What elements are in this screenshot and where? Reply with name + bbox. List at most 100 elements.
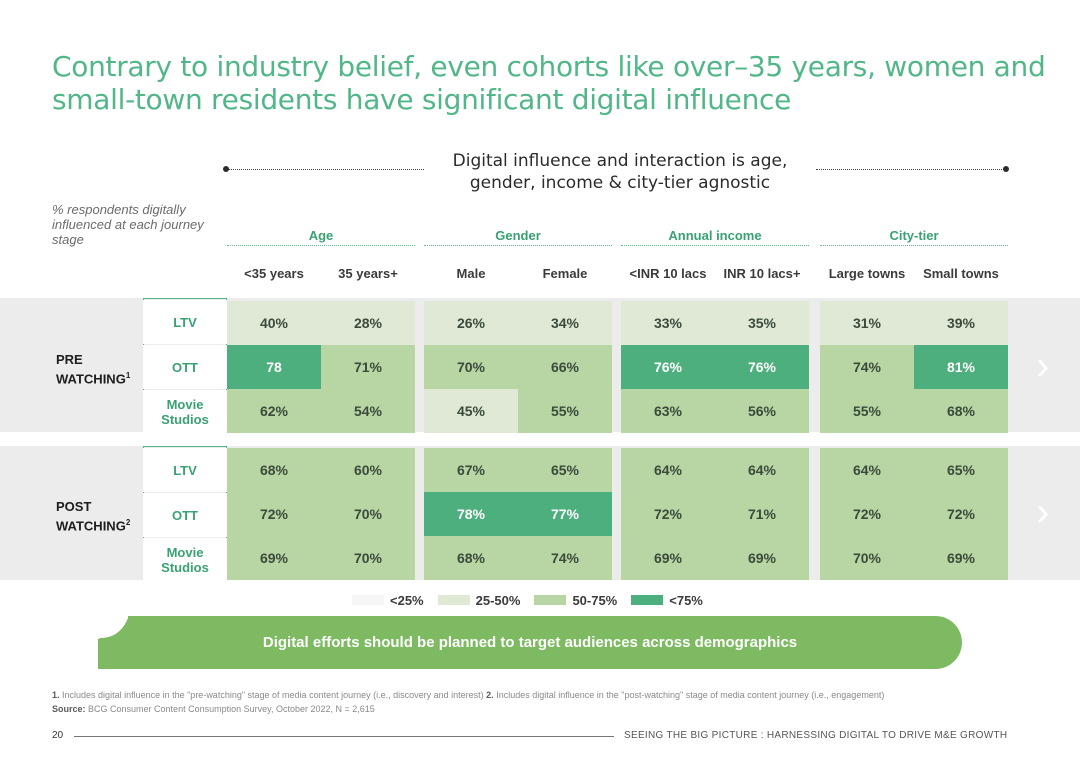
heatmap-cell: 76%	[715, 345, 809, 389]
heatmap-cell: 28%	[321, 301, 415, 345]
heatmap-cell: 45%	[424, 389, 518, 433]
heatmap-cell: 31%	[820, 301, 914, 345]
heatmap-cell: 65%	[914, 448, 1008, 492]
heatmap-cell: 74%	[820, 345, 914, 389]
row-label-ltv: LTV	[143, 300, 227, 344]
heatmap-cell: 78%	[424, 492, 518, 536]
subtitle-rule-left	[228, 169, 424, 170]
subtitle-dot-right	[1003, 166, 1009, 172]
column-header: <INR 10 lacs	[629, 266, 707, 281]
column-header: Small towns	[923, 266, 999, 281]
heatmap-cell: 71%	[715, 492, 809, 536]
heatmap-cell: 70%	[321, 536, 415, 580]
legend: <25% 25-50% 50-75% <75%	[352, 592, 703, 608]
footnote-2: Includes digital influence in the "post-…	[496, 690, 885, 700]
column-header: <35 years	[244, 266, 304, 281]
heatmap-cell: 64%	[820, 448, 914, 492]
heatmap-cell: 77%	[518, 492, 612, 536]
heatmap-cell: 78	[227, 345, 321, 389]
heatmap-cell: 60%	[321, 448, 415, 492]
row-label-ltv: LTV	[143, 448, 227, 492]
page-title: Contrary to industry belief, even cohort…	[52, 50, 1046, 116]
heatmap-cell: 63%	[621, 389, 715, 433]
heatmap-cell: 74%	[518, 536, 612, 580]
legend-swatch-mid	[437, 595, 470, 605]
heatmap-cell: 35%	[715, 301, 809, 345]
heatmap-cell: 65%	[518, 448, 612, 492]
row-label-movie-studios: Movie Studios	[143, 538, 227, 582]
heatmap-cell: 68%	[227, 448, 321, 492]
footnote-marker: 1.	[52, 690, 60, 700]
heatmap-cell: 64%	[621, 448, 715, 492]
subtitle-rule-right	[816, 169, 1004, 170]
heatmap-cell: 72%	[227, 492, 321, 536]
footer-divider	[74, 736, 614, 737]
heatmap-cell: 67%	[424, 448, 518, 492]
heatmap-cell: 69%	[227, 536, 321, 580]
heatmap-cell: 70%	[424, 345, 518, 389]
column-header: 35 years+	[338, 266, 398, 281]
y-axis-label: % respondents digitally influenced at ea…	[52, 202, 204, 247]
column-header: Male	[456, 266, 486, 281]
column-header: Large towns	[828, 266, 906, 281]
group-rule-gender	[424, 245, 612, 246]
heatmap-cell: 81%	[914, 345, 1008, 389]
heatmap-cell: 68%	[914, 389, 1008, 433]
group-label-age: Age	[308, 228, 334, 243]
heatmap-cell: 55%	[820, 389, 914, 433]
legend-label: 25-50%	[475, 592, 521, 608]
heatmap-cell: 72%	[914, 492, 1008, 536]
heatmap-cell: 76%	[621, 345, 715, 389]
heatmap-cell: 69%	[914, 536, 1008, 580]
group-label-gender: Gender	[495, 228, 541, 243]
heatmap-cell: 34%	[518, 301, 612, 345]
footnotes: 1. Includes digital influence in the "pr…	[52, 690, 884, 700]
group-label-city-tier: City-tier	[889, 228, 939, 243]
group-rule-income	[621, 245, 809, 246]
column-header: INR 10 lacs+	[723, 266, 801, 281]
stage-label-pre-watching: PRE WATCHING1	[56, 352, 130, 387]
banner-curl-icon	[98, 616, 128, 639]
legend-label: <75%	[669, 592, 703, 608]
stage-label-post-watching: POST WATCHING2	[56, 499, 130, 534]
heatmap-cell: 40%	[227, 301, 321, 345]
heatmap-cell: 54%	[321, 389, 415, 433]
row-label-ott: OTT	[143, 493, 227, 537]
heatmap-cell: 55%	[518, 389, 612, 433]
banner-text: Digital efforts should be planned to tar…	[262, 634, 798, 651]
heatmap-cell: 33%	[621, 301, 715, 345]
legend-swatch-high	[534, 595, 567, 605]
legend-label: 50-75%	[572, 592, 618, 608]
row-label-movie-studios: Movie Studios	[143, 390, 227, 434]
legend-swatch-top	[631, 595, 664, 605]
heatmap-cell: 39%	[914, 301, 1008, 345]
group-rule-age	[227, 245, 415, 246]
footnote-marker: 2.	[486, 690, 494, 700]
chevron-right-icon: ›	[1036, 490, 1050, 534]
subtitle-dot-left	[223, 166, 229, 172]
row-label-ott: OTT	[143, 345, 227, 389]
heatmap-cell: 71%	[321, 345, 415, 389]
column-header: Female	[542, 266, 588, 281]
footer-title: SEEING THE BIG PICTURE : HARNESSING DIGI…	[624, 730, 1008, 741]
heatmap-cell: 64%	[715, 448, 809, 492]
stage-label-line2: WATCHING	[56, 518, 126, 534]
legend-label: <25%	[390, 592, 424, 608]
page-number: 20	[52, 730, 64, 741]
chevron-right-icon: ›	[1036, 344, 1050, 388]
group-label-income: Annual income	[668, 228, 762, 243]
heatmap-cell: 62%	[227, 389, 321, 433]
group-rule-city-tier	[820, 245, 1008, 246]
source-label: Source:	[52, 704, 86, 714]
source-note: Source: BCG Consumer Content Consumption…	[52, 704, 375, 714]
heatmap-cell: 70%	[321, 492, 415, 536]
heatmap-cell: 72%	[621, 492, 715, 536]
heatmap-cell: 69%	[621, 536, 715, 580]
stage-label-line2: WATCHING	[56, 371, 126, 387]
legend-swatch-low	[352, 595, 384, 605]
stage-label-line1: PRE	[56, 352, 83, 367]
key-takeaway-banner: Digital efforts should be planned to tar…	[98, 616, 962, 669]
heatmap-cell: 56%	[715, 389, 809, 433]
heatmap-cell: 68%	[424, 536, 518, 580]
source-text: BCG Consumer Content Consumption Survey,…	[88, 704, 375, 714]
